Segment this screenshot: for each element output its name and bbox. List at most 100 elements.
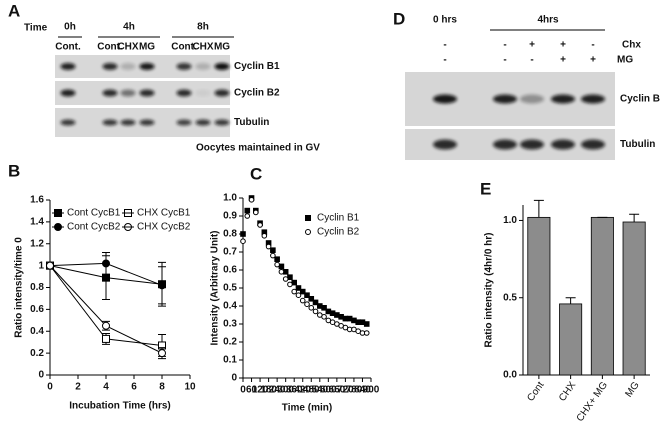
- x-tick-label: 4: [103, 382, 109, 393]
- x-tick-label: 120: [252, 385, 269, 396]
- x-tick-label: 420: [294, 385, 311, 396]
- marker: [244, 207, 251, 214]
- marker: [299, 297, 306, 304]
- x-tick-label: 840: [354, 385, 371, 396]
- group-label: 4hrs: [537, 15, 559, 26]
- blot-band: [60, 119, 76, 126]
- blot-band: [433, 94, 457, 104]
- treatment-sign: -: [443, 55, 446, 66]
- blot-band: [120, 89, 136, 97]
- marker: [363, 330, 370, 336]
- blot-band: [139, 63, 155, 70]
- blot-band: [520, 139, 544, 150]
- blot-band: [102, 63, 118, 70]
- panel-letter: B: [8, 161, 20, 180]
- marker: [270, 252, 276, 259]
- group-label: 4h: [123, 22, 135, 33]
- marker: [291, 288, 298, 295]
- row-label: Cyclin B2: [620, 94, 660, 105]
- blot-band: [493, 139, 517, 150]
- x-tick-label: 6: [131, 382, 137, 393]
- y-tick-label: 0.4: [223, 301, 237, 312]
- treatment-sign: +: [560, 40, 566, 51]
- blot-band: [581, 139, 605, 150]
- x-tick-label: 360: [286, 385, 303, 396]
- x-tick-label: 780: [346, 385, 363, 396]
- blot-band: [102, 119, 118, 126]
- x-tick-label: 600: [320, 385, 337, 396]
- y-tick-label: 0.6: [30, 304, 44, 315]
- marker: [321, 305, 327, 311]
- blot-band: [214, 63, 230, 70]
- lane-label: CHX: [192, 42, 213, 53]
- blot-band: [120, 119, 136, 126]
- marker: [274, 261, 280, 268]
- blot-band: [139, 89, 155, 97]
- group-label: 0h: [64, 22, 76, 33]
- marker: [299, 288, 306, 295]
- blot-band: [60, 63, 76, 70]
- error-bar: [533, 199, 544, 218]
- y-tick-label: 0.8: [223, 229, 237, 240]
- lane-label: MG: [214, 42, 230, 53]
- marker: [278, 269, 285, 275]
- row-label: Cyclin B1: [234, 61, 280, 72]
- marker: [363, 321, 370, 327]
- bar: [559, 303, 583, 376]
- x-tick-label: 240: [269, 385, 286, 396]
- y-axis-label: Ratio intensity (4hr/0 hr): [484, 232, 495, 347]
- marker: [304, 301, 310, 308]
- y-tick-label: 0.5: [503, 292, 517, 303]
- y-tick-label: 0.8: [30, 282, 44, 293]
- y-tick-label: 1.4: [30, 217, 44, 228]
- marker: [295, 292, 302, 299]
- y-axis-label: Ratio intensity/time 0: [14, 237, 25, 338]
- marker: [253, 209, 259, 216]
- x-tick-label: 300: [277, 385, 294, 396]
- bar: [527, 216, 551, 376]
- bar: [590, 216, 614, 376]
- lane-label: Cont.: [55, 42, 81, 53]
- x-tick-label: 2: [75, 382, 81, 393]
- y-tick-label: 0: [38, 370, 44, 381]
- y-tick-label: 1.6: [30, 195, 44, 206]
- blot-band: [195, 63, 211, 70]
- blot-band: [214, 119, 230, 126]
- x-tick-label: 480: [303, 385, 320, 396]
- blot-band: [195, 89, 211, 97]
- blot-band: [551, 94, 575, 104]
- blot-band: [581, 94, 605, 104]
- y-axis-label: Intensity (Arbitrary Unit): [210, 230, 221, 345]
- legend-label: CHX CycB2: [137, 222, 191, 233]
- panel-letter: A: [8, 1, 20, 20]
- y-tick-label: 1.0: [223, 193, 237, 204]
- treatment-sign: +: [590, 55, 596, 66]
- blot-band: [176, 119, 192, 126]
- x-tick-label: Cont: [525, 380, 546, 404]
- y-tick-label: 0.9: [223, 211, 237, 222]
- blot-band: [176, 89, 192, 97]
- marker: [312, 299, 319, 306]
- legend-label: CHX CycB1: [137, 208, 191, 219]
- treatment-sign: -: [443, 40, 446, 51]
- blot-band: [214, 89, 230, 97]
- marker: [244, 213, 251, 219]
- blot-band: [176, 63, 192, 70]
- treatment-sign: -: [503, 55, 506, 66]
- blot-band: [195, 119, 211, 126]
- lane-label: CHX: [117, 42, 138, 53]
- blot-band: [551, 139, 575, 150]
- y-tick-label: 0: [231, 373, 237, 384]
- panel-letter: E: [480, 179, 491, 198]
- marker: [240, 238, 246, 244]
- x-tick-label: CHX+ MG: [575, 380, 610, 424]
- y-tick-label: 0.1: [223, 355, 237, 366]
- legend-label: Cyclin B1: [317, 213, 360, 224]
- y-tick-label: 0.2: [223, 337, 237, 348]
- x-tick-label: 720: [337, 385, 354, 396]
- y-tick-label: 0.4: [30, 326, 44, 337]
- y-tick-label: 0.0: [503, 370, 517, 381]
- x-tick-label: 60: [246, 385, 258, 396]
- blot-band: [493, 94, 517, 104]
